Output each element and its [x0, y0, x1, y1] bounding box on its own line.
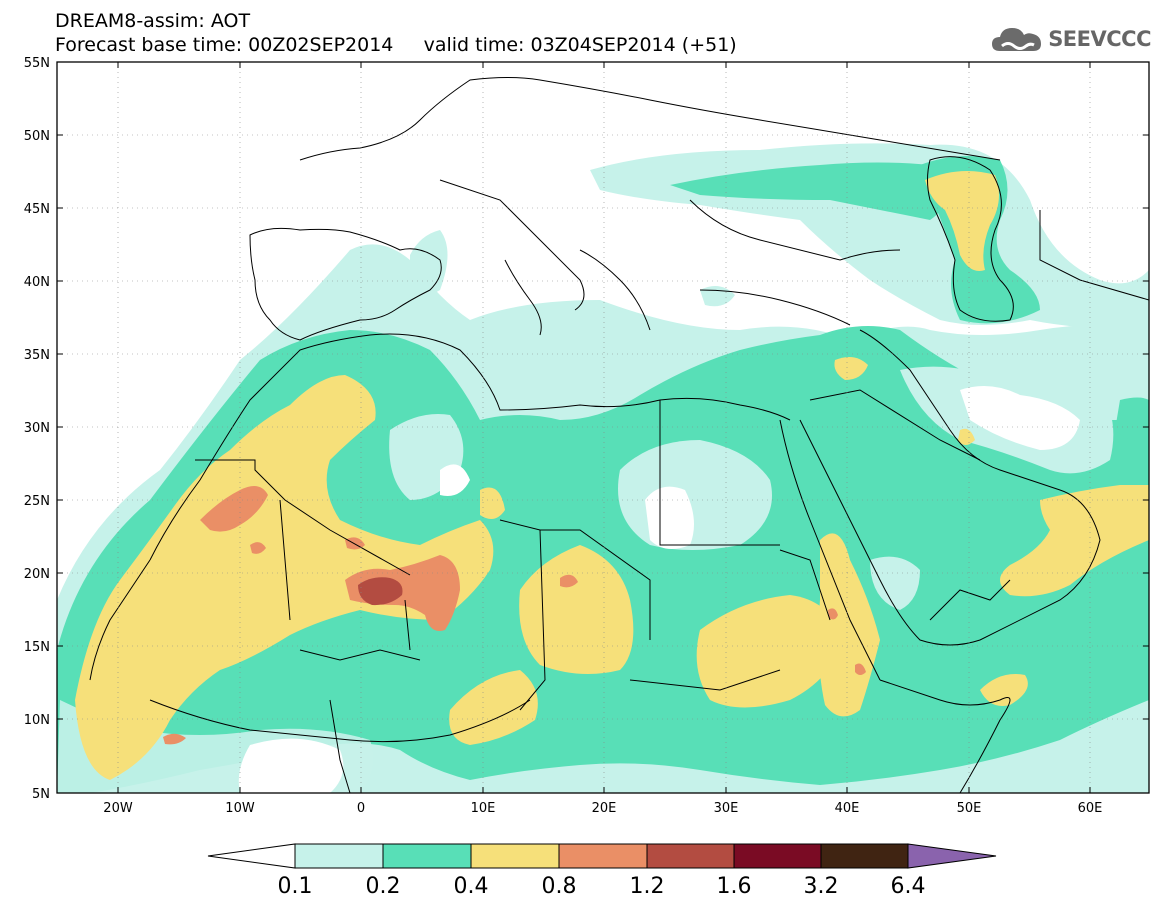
lon-label: 10W — [225, 801, 255, 816]
colorbar-low-arrow — [207, 843, 296, 869]
colorbar-label: 0.8 — [542, 874, 577, 899]
colorbar-swatch — [294, 843, 384, 869]
colorbar-label: 1.2 — [630, 874, 665, 899]
lat-label: 50N — [24, 129, 50, 144]
lat-label: 10N — [24, 713, 50, 728]
lat-label: 40N — [24, 275, 50, 290]
colorbar-swatch — [558, 843, 648, 869]
colorbar-swatch — [733, 843, 822, 869]
colorbar-high-arrow — [907, 843, 997, 869]
colorbar-swatch — [820, 843, 909, 869]
lat-label: 25N — [24, 494, 50, 509]
lon-label: 60E — [1078, 801, 1103, 816]
lon-label: 40E — [835, 801, 860, 816]
lon-label: 20W — [103, 801, 133, 816]
colorbar-swatch — [646, 843, 735, 869]
aot-band-0.4 — [75, 171, 1149, 780]
map-title: DREAM8-assim: AOT — [55, 10, 251, 32]
colorbar-label: 0.4 — [454, 874, 489, 899]
lon-label: 20E — [592, 801, 617, 816]
lon-label: 30E — [714, 801, 739, 816]
colorbar-label: 0.2 — [366, 874, 401, 899]
graticule — [57, 62, 1149, 793]
aot-band-0.8 — [163, 486, 866, 745]
colorbar-label: 0.1 — [278, 874, 313, 899]
lat-axis: 55N 50N 45N 40N 35N 30N 25N 20N 15N 10N … — [24, 56, 1149, 802]
aot-band-1.2 — [358, 577, 403, 606]
lon-label: 50E — [957, 801, 982, 816]
logo-text: SEEVCCC — [1048, 27, 1151, 51]
aot-clean-patches — [238, 386, 1080, 793]
seevccc-logo: SEEVCCC — [990, 22, 1151, 56]
lat-label: 15N — [24, 640, 50, 655]
colorbar-label: 1.6 — [717, 874, 752, 899]
lat-label: 45N — [24, 202, 50, 217]
colorbar-swatch — [382, 843, 472, 869]
lat-label: 35N — [24, 348, 50, 363]
lat-label: 20N — [24, 567, 50, 582]
colorbar — [207, 843, 997, 869]
lon-label: 0 — [357, 801, 365, 816]
colorbar-label: 3.2 — [804, 874, 839, 899]
forecast-time-line: Forecast base time: 00Z02SEP2014 valid t… — [55, 34, 737, 56]
lat-label: 5N — [32, 787, 50, 802]
cloud-logo-icon — [992, 28, 1042, 51]
colorbar-labels: 0.1 0.2 0.4 0.8 1.2 1.6 3.2 6.4 — [278, 874, 926, 899]
lat-label: 55N — [24, 56, 50, 71]
colorbar-swatch — [470, 843, 560, 869]
lon-axis: 20W 10W 0 10E 20E 30E 40E 50E 60E — [103, 62, 1102, 816]
lat-label: 30N — [24, 421, 50, 436]
lon-label: 10E — [471, 801, 496, 816]
colorbar-label: 6.4 — [891, 874, 926, 899]
map-field — [57, 62, 1149, 793]
